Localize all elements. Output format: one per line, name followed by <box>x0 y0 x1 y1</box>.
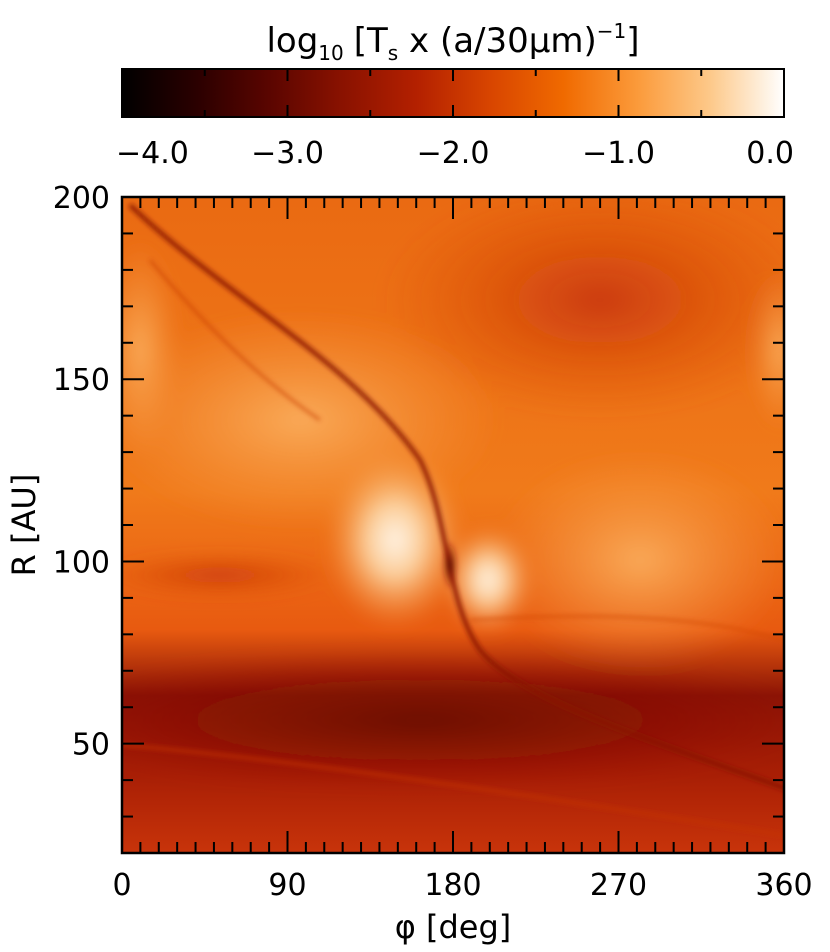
colorbar-title-end: x (a/30μm) <box>398 21 597 61</box>
colorbar-title-close: ] <box>626 21 639 61</box>
colorbar-tick-label: −2.0 <box>417 136 490 171</box>
mid-left-dark-band <box>122 553 340 597</box>
spiral-arm-outer <box>148 259 321 422</box>
x-tick-label: 0 <box>112 868 131 903</box>
inner-dark-band <box>122 650 784 790</box>
colorbar-title-sup: −1 <box>597 19 626 43</box>
x-axis-ticks <box>121 197 785 853</box>
x-tick-label: 90 <box>268 868 306 903</box>
y-tick-label: 50 <box>72 728 110 763</box>
colorbar-title-main: log <box>266 21 318 61</box>
colorbar-tick-label: 0.0 <box>746 136 794 171</box>
colorbar-title-sub: 10 <box>318 41 343 65</box>
right-bright-edge <box>750 270 784 430</box>
y-tick-label: 100 <box>53 545 110 580</box>
y-axis-ticks <box>122 196 784 818</box>
outer-dark-region <box>380 197 784 420</box>
x-tick-label: 180 <box>424 868 481 903</box>
x-tick-label: 270 <box>590 868 647 903</box>
colorbar: −4.0 −3.0 −2.0 −1.0 0.0 log10 [Ts x (a/30μm)−… <box>116 19 794 171</box>
colorbar-title-sub2: s <box>388 41 398 65</box>
dark-vortex <box>441 539 459 591</box>
heatmap-image <box>122 197 784 853</box>
y-tick-label: 200 <box>53 181 110 216</box>
colorbar-title: log10 [Ts x (a/30μm)−1] <box>266 19 639 65</box>
y-axis-label: R [AU] <box>5 474 43 577</box>
inner-faint-arm <box>122 743 784 837</box>
x-tick-label: 360 <box>755 868 812 903</box>
colorbar-tick-label: −1.0 <box>582 136 655 171</box>
colorbar-ticks <box>121 69 785 117</box>
shelf-arm <box>469 614 784 642</box>
y-tick-label: 150 <box>53 363 110 398</box>
left-bright-edge <box>122 240 180 460</box>
x-axis-label: φ [deg] <box>395 908 512 946</box>
y-axis-tick-labels: 50 100 150 200 <box>53 181 110 763</box>
right-warm-region <box>490 450 784 670</box>
colorbar-tick-label: −3.0 <box>251 136 324 171</box>
colorbar-title-rest: [T <box>354 21 388 61</box>
x-axis-tick-labels: 0 90 180 270 360 <box>112 868 812 903</box>
bright-lobe-right <box>443 525 533 635</box>
colorbar-tick-label: −4.0 <box>116 136 189 171</box>
bright-lobe <box>325 450 465 630</box>
colorbar-tick-labels: −4.0 −3.0 −2.0 −1.0 0.0 <box>116 136 794 171</box>
